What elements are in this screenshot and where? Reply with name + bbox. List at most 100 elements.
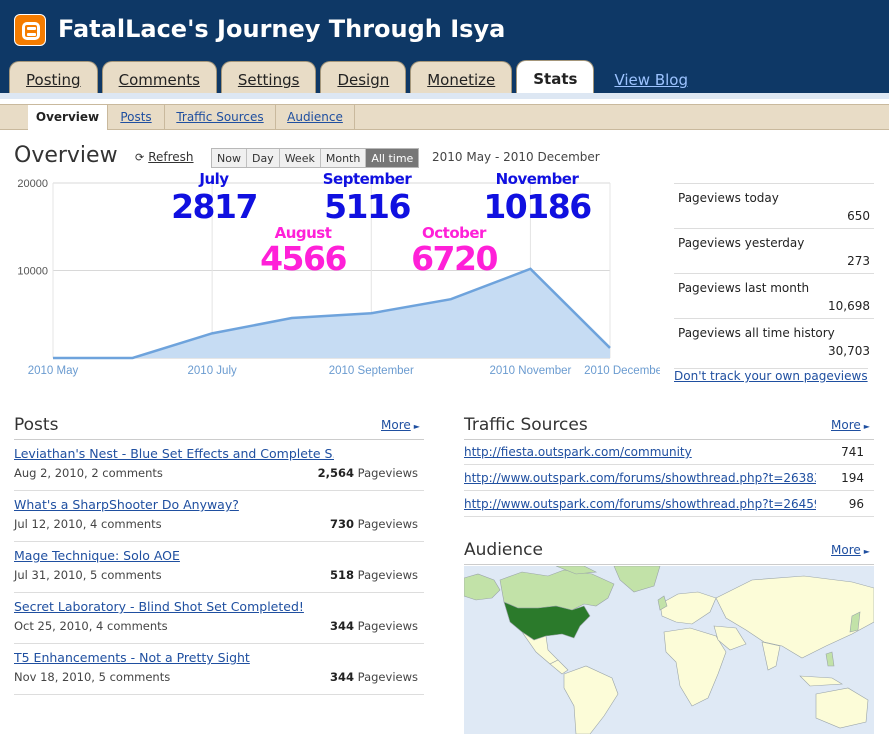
divider — [464, 439, 874, 440]
map-region-central-america — [549, 659, 569, 675]
traffic-url-link[interactable]: http://www.outspark.com/forums/showthrea… — [464, 497, 816, 511]
y-tick-label: 20000 — [17, 178, 48, 190]
refresh-button[interactable]: ⟳ Refresh — [135, 150, 194, 164]
map-region-europe — [659, 591, 717, 625]
annotation-value: 5116 — [324, 187, 410, 226]
post-views-count: 344 — [330, 619, 355, 633]
stat-row: Pageviews yesterday 273 — [674, 228, 874, 273]
more-label: More — [831, 418, 861, 432]
post-title-link[interactable]: Leviathan's Nest - Blue Set Effects and … — [14, 446, 334, 461]
x-tick-label: 2010 September — [329, 365, 414, 377]
post-views-count: 518 — [330, 568, 355, 582]
range-day-button[interactable]: Day — [246, 149, 280, 167]
annotation-month: October — [422, 224, 487, 242]
area-fill — [53, 268, 610, 358]
traffic-row: http://www.outspark.com/forums/showthrea… — [464, 466, 874, 491]
range-all-time-button[interactable]: All time — [366, 149, 419, 167]
triangle-right-icon: ► — [413, 422, 420, 431]
post-pageviews: 344 Pageviews — [330, 670, 418, 684]
traffic-row: http://fiesta.outspark.com/community 741 — [464, 440, 874, 465]
map-region-philippines — [825, 651, 835, 667]
time-range-selector: Now Day Week Month All time — [211, 148, 420, 168]
more-label: More — [831, 543, 861, 557]
annotation-month: August — [275, 224, 332, 242]
posts-more-link[interactable]: More ► — [381, 418, 420, 432]
audience-more-link[interactable]: More ► — [831, 543, 870, 557]
traffic-url-link[interactable]: http://www.outspark.com/forums/showthrea… — [464, 471, 816, 485]
stats-subnav: Overview Posts Traffic Sources Audience — [0, 104, 889, 130]
list-item: T5 Enhancements - Not a Pretty Sight Nov… — [14, 644, 424, 695]
range-month-button[interactable]: Month — [320, 149, 367, 167]
annotation-value: 2817 — [171, 187, 257, 226]
tab-stats[interactable]: Stats — [516, 60, 595, 93]
divider — [14, 439, 424, 440]
post-meta: Jul 12, 2010, 4 comments — [14, 517, 162, 531]
tab-comments[interactable]: Comments — [101, 61, 217, 93]
traffic-row: http://www.outspark.com/forums/showthrea… — [464, 492, 874, 517]
date-range-label: 2010 May - 2010 December — [432, 150, 600, 164]
post-title-link[interactable]: Secret Laboratory - Blind Shot Set Compl… — [14, 599, 304, 614]
x-tick-label: 2010 November — [490, 365, 572, 377]
post-views-unit: Pageviews — [357, 466, 418, 480]
audience-world-map[interactable] — [464, 566, 874, 734]
subtab-overview[interactable]: Overview — [28, 105, 108, 130]
tab-settings[interactable]: Settings — [220, 61, 317, 93]
traffic-url-link[interactable]: http://fiesta.outspark.com/community — [464, 445, 692, 459]
stat-value: 273 — [847, 254, 870, 268]
post-views-count: 730 — [330, 517, 355, 531]
post-views-unit: Pageviews — [357, 670, 418, 684]
tab-posting[interactable]: Posting — [9, 61, 98, 93]
y-tick-label: 10000 — [17, 266, 48, 278]
traffic-count: 741 — [841, 445, 864, 459]
refresh-label: Refresh — [148, 150, 194, 164]
map-region-uk — [657, 595, 668, 611]
post-views-unit: Pageviews — [357, 568, 418, 582]
annotation-value: 4566 — [260, 239, 346, 278]
traffic-count: 194 — [841, 471, 864, 485]
list-item: What's a SharpShooter Do Anyway? Jul 12,… — [14, 491, 424, 542]
annotation-month: September — [323, 170, 413, 188]
blogger-header: FatalLace's Journey Through Isya Posting… — [0, 0, 889, 93]
post-pageviews: 518 Pageviews — [330, 568, 418, 582]
blog-title: FatalLace's Journey Through Isya — [58, 15, 506, 43]
tab-design[interactable]: Design — [320, 61, 407, 93]
series-line — [53, 267, 611, 360]
map-region-middle-east — [713, 625, 747, 651]
subtab-traffic-sources[interactable]: Traffic Sources — [165, 105, 276, 130]
subtab-audience[interactable]: Audience — [276, 105, 355, 130]
post-title-link[interactable]: What's a SharpShooter Do Anyway? — [14, 497, 239, 512]
tab-monetize[interactable]: Monetize — [410, 61, 513, 93]
stat-value: 650 — [847, 209, 870, 223]
range-week-button[interactable]: Week — [279, 149, 321, 167]
annotation-month: July — [198, 170, 229, 188]
triangle-right-icon: ► — [863, 422, 870, 431]
map-region-arctic-islands — [555, 566, 598, 575]
posts-section-title: Posts — [14, 415, 59, 435]
annotation-month: November — [496, 170, 580, 188]
traffic-more-link[interactable]: More ► — [831, 418, 870, 432]
traffic-count: 96 — [848, 497, 864, 511]
list-item: Leviathan's Nest - Blue Set Effects and … — [14, 440, 424, 491]
subtab-posts[interactable]: Posts — [108, 105, 165, 130]
header-divider — [0, 93, 889, 99]
map-region-asia — [715, 575, 874, 659]
post-title-link[interactable]: T5 Enhancements - Not a Pretty Sight — [14, 650, 250, 665]
range-now-button[interactable]: Now — [212, 149, 247, 167]
post-meta: Aug 2, 2010, 2 comments — [14, 466, 163, 480]
main-tabs: Posting Comments Settings Design Monetiz… — [9, 60, 688, 93]
post-meta: Oct 25, 2010, 4 comments — [14, 619, 168, 633]
map-region-greenland — [613, 566, 661, 593]
view-blog-link[interactable]: View Blog — [614, 71, 688, 89]
post-views-unit: Pageviews — [357, 517, 418, 531]
dont-track-link[interactable]: Don't track your own pageviews — [674, 368, 868, 383]
refresh-icon: ⟳ — [135, 151, 145, 164]
post-pageviews: 2,564 Pageviews — [318, 466, 418, 480]
map-region-alaska — [464, 573, 501, 601]
map-region-japan — [849, 611, 861, 633]
blogger-logo-icon[interactable] — [14, 14, 46, 46]
more-label: More — [381, 418, 411, 432]
list-item: Mage Technique: Solo AOE Jul 31, 2010, 5… — [14, 542, 424, 593]
annotation-value: 6720 — [411, 239, 497, 278]
post-title-link[interactable]: Mage Technique: Solo AOE — [14, 548, 180, 563]
post-pageviews: 730 Pageviews — [330, 517, 418, 531]
